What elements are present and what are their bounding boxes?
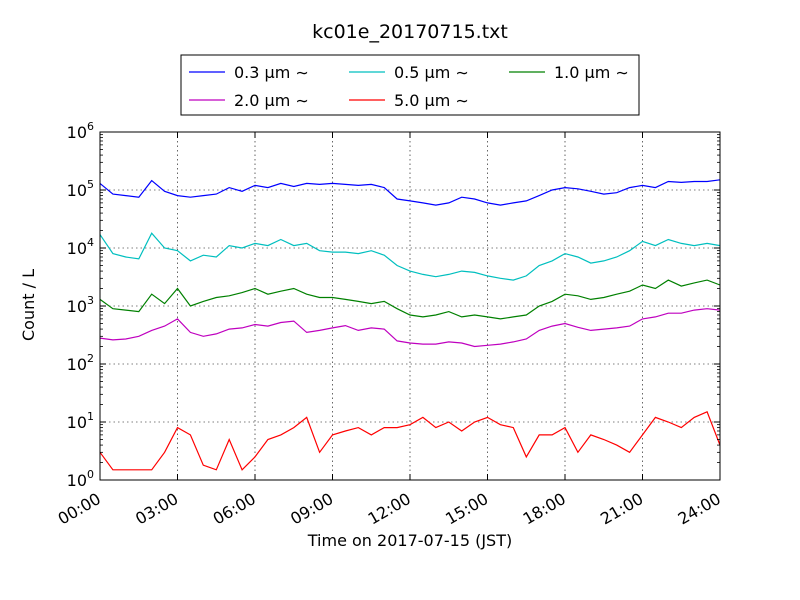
chart-title: kc01e_20170715.txt: [312, 21, 508, 43]
legend-label: 2.0 μm ∼: [234, 91, 309, 110]
y-axis-label: Count / L: [19, 269, 38, 341]
legend-label: 5.0 μm ∼: [394, 91, 469, 110]
series-line-2: [99, 279, 721, 320]
x-tick-label: 15:00: [442, 489, 491, 529]
x-tick-label: 03:00: [132, 489, 181, 529]
series-line-1: [99, 232, 721, 281]
x-tick-label: 12:00: [365, 489, 414, 529]
series-line-3: [99, 308, 721, 348]
x-tick-label: 24:00: [675, 489, 724, 529]
legend: 0.3 μm ∼ 0.5 μm ∼ 1.0 μm ∼ 2.0 μm ∼ 5.0 μm ∼: [180, 54, 640, 116]
y-tick-label: 104: [67, 236, 94, 258]
legend-label: 0.3 μm ∼: [234, 63, 309, 82]
x-tick-label: 00:00: [55, 489, 104, 529]
legend-items: 0.3 μm ∼ 0.5 μm ∼ 1.0 μm ∼ 2.0 μm ∼ 5.0 μm ∼: [189, 63, 629, 110]
x-tick-label: 18:00: [520, 489, 569, 529]
series-line-0: [99, 179, 721, 206]
grid: [99, 131, 721, 481]
series-line-4: [99, 411, 721, 471]
x-tick-label: 06:00: [210, 489, 259, 529]
legend-label: 1.0 μm ∼: [554, 63, 629, 82]
y-tick-label: 100: [67, 468, 94, 490]
series-lines: [99, 179, 721, 471]
legend-box: [180, 54, 640, 116]
y-tick-label: 106: [67, 120, 94, 142]
y-tick-label: 103: [67, 294, 94, 316]
x-tick-label: 09:00: [287, 489, 336, 529]
y-tick-label: 105: [67, 178, 94, 200]
x-axis-label: Time on 2017-07-15 (JST): [307, 531, 512, 550]
x-tick-label: 21:00: [597, 489, 646, 529]
legend-label: 0.5 μm ∼: [394, 63, 469, 82]
y-axis-ticks: 100 101 102 103 104 105 106: [67, 120, 720, 490]
y-tick-label: 102: [67, 352, 94, 374]
y-tick-label: 101: [67, 410, 94, 432]
